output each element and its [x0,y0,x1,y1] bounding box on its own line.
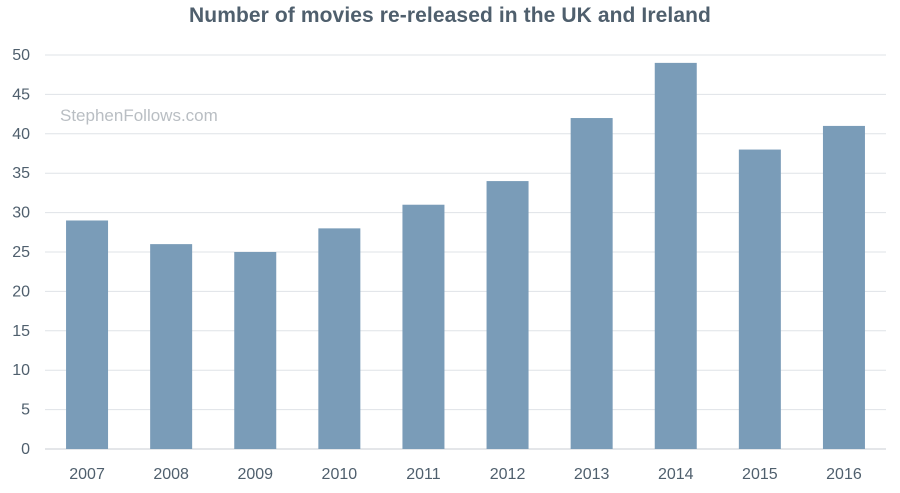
x-tick-label: 2015 [742,466,778,483]
bar-2014 [654,62,697,449]
chart-title: Number of movies re-released in the UK a… [189,4,711,27]
x-tick-label: 2016 [826,466,862,483]
y-tick-label: 35 [12,165,30,182]
y-tick-label: 10 [12,362,30,379]
x-tick-label: 2012 [490,466,526,483]
x-tick-label: 2010 [322,466,358,483]
y-tick-label: 15 [12,323,30,340]
bars [66,62,865,450]
bar-2016 [822,125,865,450]
y-tick-label: 50 [12,47,30,64]
bar-2009 [234,252,277,449]
bar-2015 [738,149,781,449]
y-tick-label: 45 [12,86,30,103]
bar-2013 [570,118,613,449]
y-tick-label: 30 [12,205,30,222]
bar-2012 [486,181,529,449]
bar-2010 [318,228,361,449]
x-tick-label: 2008 [153,466,189,483]
x-tick-label: 2014 [658,466,694,483]
bar-2007 [66,220,109,449]
y-axis-ticks: 0 5 10 15 20 25 30 35 40 45 50 [12,47,30,458]
y-tick-label: 25 [12,244,30,261]
y-tick-label: 20 [12,283,30,300]
watermark-text: StephenFollows.com [60,106,218,125]
bar-2008 [150,244,193,449]
x-tick-label: 2011 [406,466,441,483]
bar-2011 [402,204,445,449]
y-tick-label: 40 [12,126,30,143]
x-tick-label: 2007 [69,466,105,483]
x-axis-ticks: 2007 2008 2009 2010 2011 2012 2013 2014 2015 2016 [69,466,862,483]
x-tick-label: 2009 [237,466,273,483]
y-tick-label: 0 [21,441,30,458]
y-tick-label: 5 [21,402,30,419]
x-tick-label: 2013 [574,466,610,483]
